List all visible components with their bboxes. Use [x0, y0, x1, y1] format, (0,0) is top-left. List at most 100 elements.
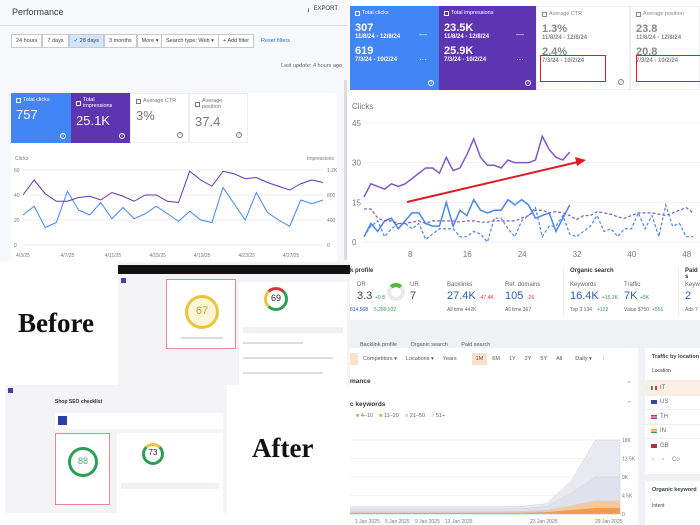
keywords-value[interactable]: 16.4K: [570, 290, 599, 302]
chevron-up-icon[interactable]: ⌃: [626, 401, 632, 408]
period-6m[interactable]: 6M: [488, 353, 504, 365]
period-1y[interactable]: 1Y: [504, 353, 520, 365]
locations-dropdown[interactable]: Locations ▾: [401, 353, 438, 365]
location-row-in[interactable]: IN: [645, 423, 700, 439]
legend-21-50[interactable]: ■ 21–50: [404, 413, 426, 419]
location-row-th[interactable]: TH: [645, 409, 700, 424]
help-icon: ?: [177, 132, 183, 138]
mode-button[interactable]: [350, 353, 358, 365]
current-range: 11/8/24 - 12/8/24: [444, 34, 490, 40]
dr-label: DR: [357, 282, 366, 288]
traffic-value[interactable]: 7K: [624, 290, 638, 302]
y-tick: 60: [14, 168, 20, 174]
ads-count: Ads 7: [685, 307, 698, 313]
add-filter-button[interactable]: + Add filter: [218, 34, 255, 48]
card-average-ctr[interactable]: Average CTR 3%?: [130, 93, 189, 143]
page-title: Performance: [12, 7, 64, 17]
last-update: Last update: 4 hours ago: [281, 63, 342, 69]
refdomains-label: Ref. domains: [505, 282, 541, 288]
y2-axis-label: Impressions: [307, 156, 334, 162]
text-line: [243, 372, 323, 374]
competitors-dropdown[interactable]: Competitors ▾: [359, 353, 401, 365]
x-tick: 9 Jan 2025: [415, 519, 440, 525]
chevron-down-icon[interactable]: ⌄: [626, 378, 632, 385]
x-tick: 40: [627, 250, 636, 259]
range-3m[interactable]: 3 months: [104, 34, 137, 48]
current-range: 11/8/24 - 12/8/24: [542, 35, 588, 41]
period-all[interactable]: All: [552, 353, 567, 365]
y-tick: 0: [14, 243, 17, 249]
card-total-clicks[interactable]: Total clicks 757?: [11, 93, 71, 143]
score-ring: [68, 447, 98, 477]
checkbox-icon: [355, 10, 360, 16]
y-tick: 40: [14, 193, 20, 199]
checkbox-icon: [76, 100, 81, 106]
chart-panel: Competitors ▾ Locations ▾ Years 1M 6M 1Y…: [350, 348, 638, 525]
checklist-row: [121, 483, 219, 489]
scrollbar[interactable]: [344, 80, 347, 260]
location-row-gb[interactable]: GB: [645, 438, 700, 453]
flag-icon: [651, 400, 657, 405]
compare-card-total-impressions[interactable]: Total impressions 23.5K 11/8/24 - 12/8/2…: [439, 6, 536, 90]
checklist-card: 69: [239, 282, 347, 385]
gsc-compare-panel: Total clicks 307 11/8/24 - 12/8/24 619 7…: [350, 0, 700, 262]
period-2y[interactable]: 2Y: [520, 353, 536, 365]
x-tick: 24: [518, 250, 527, 259]
top3: Top 3 134: [570, 307, 592, 313]
current-value: 23.5K: [444, 22, 474, 34]
export-button[interactable]: ⭳ EXPORT: [307, 6, 338, 14]
backlinks-value[interactable]: 27.4K: [447, 290, 476, 302]
years-button[interactable]: Years: [438, 353, 461, 365]
dr-value: 3.3: [357, 290, 373, 302]
period-5y[interactable]: 5Y: [536, 353, 552, 365]
refdomains-value[interactable]: 105: [505, 290, 524, 302]
current-value: 1.3%: [542, 23, 568, 35]
interval-dropdown[interactable]: Daily ▾: [571, 353, 596, 365]
location-row-us[interactable]: US: [645, 394, 700, 410]
location-row-it[interactable]: IT: [645, 380, 700, 395]
score-value: 73: [148, 448, 158, 457]
range-28d[interactable]: ✓ 28 days: [68, 34, 105, 48]
series-line-1: [363, 134, 571, 198]
reset-filters-link[interactable]: Reset filters: [261, 38, 291, 44]
area-4-10: [350, 507, 621, 515]
organic-keywords-title: Organic keyword: [652, 487, 697, 493]
after-section: Shop SEO checklist 88 73 After: [0, 385, 350, 525]
range-7d[interactable]: 7 days: [42, 34, 69, 48]
card-average-position[interactable]: Average position 37.4?: [189, 93, 248, 143]
x-tick: 13 Jan 2025: [445, 519, 473, 525]
previous-range: 7/3/24 - 10/2/24: [355, 57, 398, 63]
y-axis-label: Clicks: [352, 102, 373, 111]
dashed-line-icon: ···: [419, 55, 427, 64]
organic-keywords-chart: 0 4.5K 9K 13.5K 18K 1 Jan 2025 5 Jan 2025 9 Jan…: [350, 438, 636, 525]
legend-51plus[interactable]: ■ 51+: [431, 413, 446, 419]
legend-4-10[interactable]: ■ 4–10: [356, 413, 374, 419]
series-line-impressions: [22, 170, 324, 204]
app-icon: [8, 388, 13, 393]
more-menu-icon[interactable]: ⋮: [596, 353, 611, 365]
y-tick: 0: [352, 238, 357, 247]
prev-page-icon[interactable]: ‹: [652, 456, 654, 463]
period-1m[interactable]: 1M: [471, 353, 488, 365]
tab-backlink-profile[interactable]: Backlink profile: [360, 342, 397, 348]
x-tick: 5 Jan 2025: [385, 519, 410, 525]
overall-score-card: 67: [166, 279, 236, 349]
card-total-impressions[interactable]: Total impressions 25.1K?: [71, 93, 130, 143]
checklist-card: 73: [117, 433, 223, 513]
paid-keywords-value[interactable]: 2: [685, 290, 692, 302]
next-page-icon[interactable]: ›: [662, 456, 664, 463]
range-24h[interactable]: 24 hours: [11, 34, 43, 48]
trend-arrow-line: [406, 161, 579, 203]
text-line: [243, 342, 303, 344]
legend-11-20[interactable]: ■ 11–20: [379, 413, 399, 419]
more-link[interactable]: Co: [672, 456, 680, 463]
tab-paid-search[interactable]: Paid search: [461, 342, 491, 348]
before-section: Before 67 69: [0, 262, 350, 385]
y2-tick: 400: [327, 218, 336, 224]
tab-organic-search[interactable]: Organic search: [410, 342, 448, 348]
current-value: 307: [355, 22, 374, 34]
dr-delta: +0.8: [375, 295, 385, 301]
range-more[interactable]: More ▾: [136, 34, 164, 48]
search-type-dropdown[interactable]: Search type: Web ▾: [161, 34, 219, 48]
compare-card-total-clicks[interactable]: Total clicks 307 11/8/24 - 12/8/24 619 7…: [350, 6, 439, 90]
